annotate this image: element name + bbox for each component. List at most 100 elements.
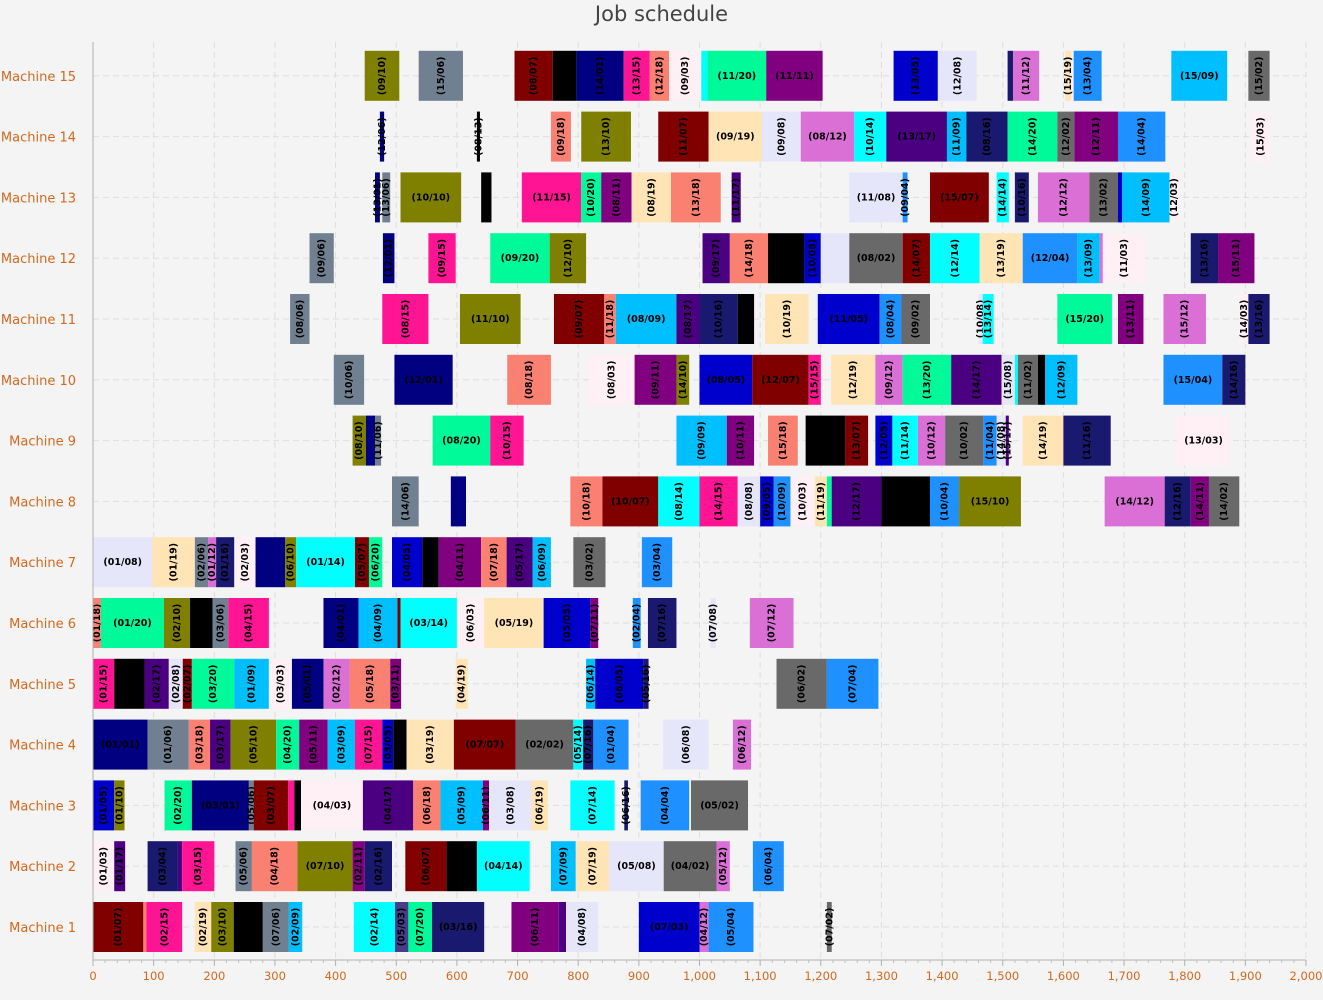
task-label: (09/09) bbox=[697, 421, 708, 460]
task-bar bbox=[450, 476, 466, 527]
task-label: (13/10) bbox=[601, 117, 612, 156]
task-label: (03/16) bbox=[439, 922, 478, 933]
task-label: (06/12) bbox=[737, 725, 748, 764]
task-bar bbox=[290, 294, 310, 344]
task-label: (06/03) bbox=[466, 604, 477, 643]
task-label: (13/14) bbox=[983, 300, 994, 339]
task-label: (01/14) bbox=[306, 557, 345, 568]
task-bar bbox=[234, 537, 256, 588]
task-label: (11/05) bbox=[829, 314, 868, 325]
task-bar bbox=[288, 780, 295, 831]
task-label: (15/04) bbox=[1174, 375, 1213, 386]
task-bar bbox=[514, 50, 553, 101]
task-label: (03/10) bbox=[217, 908, 228, 947]
task-bar bbox=[349, 658, 391, 709]
task-label: (05/01) bbox=[303, 665, 314, 704]
task-bar bbox=[731, 172, 741, 223]
task-bar bbox=[879, 294, 902, 344]
task-bar bbox=[765, 294, 809, 344]
task-bar bbox=[590, 598, 599, 648]
task-bar bbox=[902, 354, 952, 405]
task-label: (08/08) bbox=[744, 482, 755, 521]
task-label: (01/08) bbox=[103, 557, 142, 568]
task-bar bbox=[902, 172, 908, 223]
task-bar bbox=[649, 50, 670, 101]
task-label: (07/14) bbox=[587, 786, 598, 825]
task-bar bbox=[208, 537, 217, 588]
task-label: (13/20) bbox=[922, 361, 933, 400]
machine-label: Machine 3 bbox=[9, 799, 76, 814]
task-label: (08/11) bbox=[611, 178, 622, 217]
task-label: (14/07) bbox=[911, 239, 922, 278]
task-label: (13/02) bbox=[1099, 178, 1110, 217]
task-bar bbox=[392, 476, 419, 527]
task-bar bbox=[1063, 415, 1111, 466]
task-bar bbox=[624, 780, 628, 831]
task-label: (08/13) bbox=[473, 117, 484, 156]
task-label: (02/19) bbox=[198, 908, 209, 947]
task-label: (01/03) bbox=[99, 847, 110, 886]
task-bar bbox=[945, 415, 984, 466]
task-label: (04/14) bbox=[484, 861, 523, 872]
task-bar bbox=[507, 354, 551, 405]
task-label: (03/02) bbox=[584, 543, 595, 582]
task-bar bbox=[1104, 476, 1165, 527]
task-label: (13/16) bbox=[1254, 300, 1265, 339]
task-bar bbox=[552, 50, 577, 101]
task-bar bbox=[602, 476, 659, 527]
task-label: (05/03) bbox=[397, 908, 408, 947]
task-bar bbox=[729, 233, 769, 284]
task-bar bbox=[752, 354, 809, 405]
task-label: (10/03) bbox=[798, 482, 809, 521]
task-bar bbox=[397, 598, 401, 648]
x-tick-label: 500 bbox=[385, 969, 407, 983]
task-bar bbox=[845, 415, 869, 466]
task-bar bbox=[804, 233, 821, 284]
task-label: (15/12) bbox=[1180, 300, 1191, 339]
task-label: (07/19) bbox=[587, 847, 598, 886]
task-label: (12/01) bbox=[384, 239, 395, 278]
task-bar bbox=[405, 841, 447, 892]
task-bar bbox=[761, 111, 801, 162]
task-label: (01/16) bbox=[220, 543, 231, 582]
task-label: (06/07) bbox=[421, 847, 432, 886]
task-bar bbox=[440, 780, 483, 831]
task-bar bbox=[670, 172, 721, 223]
task-label: (09/11) bbox=[651, 361, 662, 400]
task-label: (06/20) bbox=[371, 543, 382, 582]
task-label: (11/19) bbox=[816, 482, 827, 521]
task-bar bbox=[766, 50, 823, 101]
task-bar bbox=[979, 233, 1023, 284]
task-bar bbox=[296, 537, 356, 588]
task-bar bbox=[168, 658, 183, 709]
task-label: (05/08) bbox=[617, 861, 656, 872]
task-bar bbox=[93, 841, 115, 892]
task-label: (01/07) bbox=[113, 908, 124, 947]
task-bar bbox=[886, 111, 947, 162]
task-label: (09/15) bbox=[437, 239, 448, 278]
task-label: (11/15) bbox=[532, 192, 571, 203]
task-label: (08/12) bbox=[808, 132, 847, 143]
task-label: (10/10) bbox=[412, 192, 451, 203]
task-bar bbox=[951, 354, 1002, 405]
task-label: (12/08) bbox=[952, 57, 963, 96]
task-bar bbox=[375, 172, 380, 223]
task-label: (09/17) bbox=[711, 239, 722, 278]
task-label: (14/08) bbox=[996, 421, 1007, 460]
task-bar bbox=[362, 780, 414, 831]
task-label: (02/20) bbox=[173, 786, 184, 825]
task-label: (10/20) bbox=[586, 178, 597, 217]
task-label: (08/18) bbox=[524, 361, 535, 400]
task-label: (15/19) bbox=[1063, 57, 1074, 96]
task-bar bbox=[732, 719, 752, 770]
task-label: (13/09) bbox=[1084, 239, 1095, 278]
task-bar bbox=[946, 111, 967, 162]
task-label: (14/20) bbox=[1027, 117, 1038, 156]
task-label: (10/11) bbox=[735, 421, 746, 460]
task-label: (05/17) bbox=[515, 543, 526, 582]
task-bar bbox=[663, 841, 717, 892]
task-label: (14/17) bbox=[971, 361, 982, 400]
task-bar bbox=[490, 415, 524, 466]
task-bar bbox=[459, 294, 521, 344]
task-label: (02/11) bbox=[354, 847, 365, 886]
